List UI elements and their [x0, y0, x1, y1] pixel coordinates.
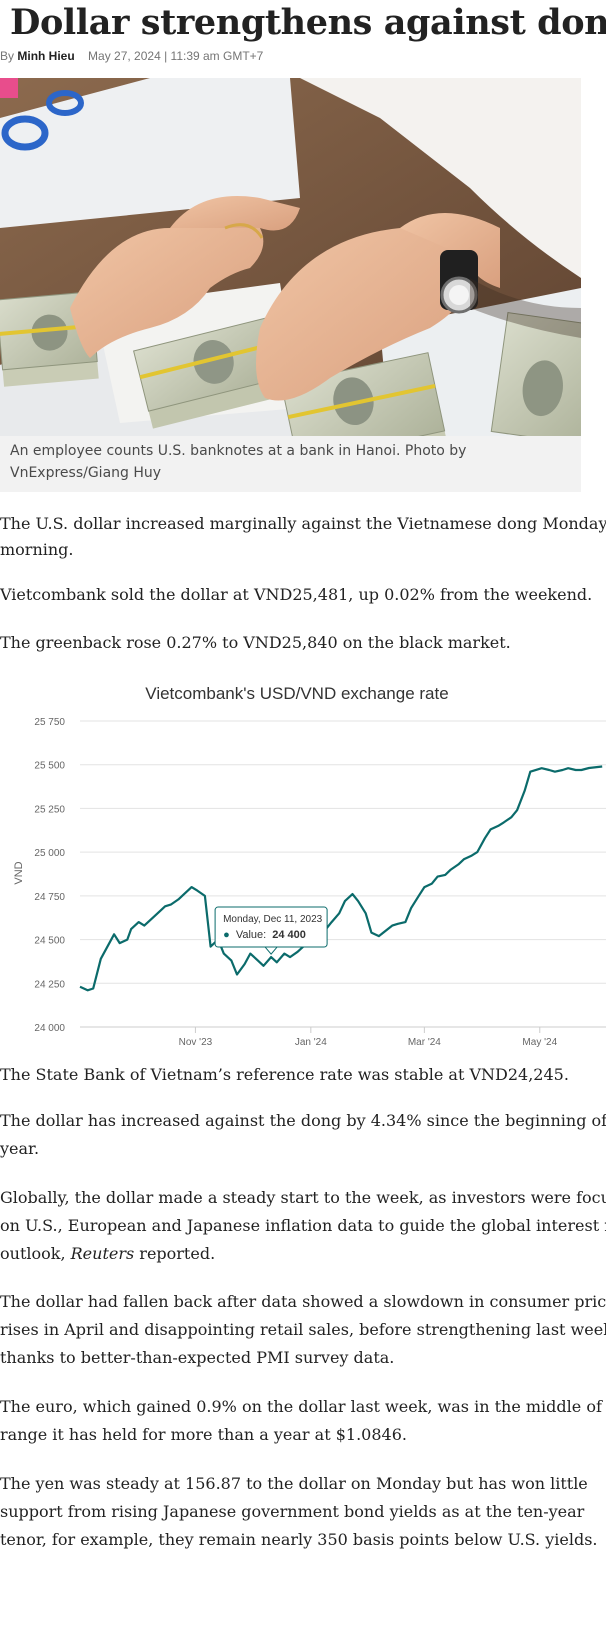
paragraph-6-line-3: outlook, Reuters reported. [0, 1240, 606, 1268]
paragraph-9-line-3: tenor, for example, they remain nearly 3… [0, 1530, 598, 1549]
x-tick-label: Nov '23 [179, 1037, 213, 1048]
tooltip-date: Monday, Dec 11, 2023 [223, 914, 323, 925]
paragraph-5-line-1: The dollar has increased against the don… [0, 1111, 606, 1130]
tooltip-value-prefix: Value: [236, 929, 266, 941]
byline-prefix: By [0, 49, 15, 63]
paragraph-6-line-1: Globally, the dollar made a steady start… [0, 1188, 606, 1207]
paragraph-7-line-2: rises in April and disappointing retail … [0, 1320, 606, 1339]
y-tick-label: 24 000 [34, 1023, 65, 1034]
article-photo [0, 78, 581, 436]
banknotes-photo-illustration [0, 78, 581, 436]
reuters-source: Reuters [70, 1244, 135, 1263]
paragraph-8-line-1: The euro, which gained 0.9% on the dolla… [0, 1397, 606, 1416]
paragraph-2: Vietcombank sold the dollar at VND25,481… [0, 585, 593, 604]
y-tick-label: 25 500 [34, 761, 65, 772]
paragraph-9-line-1: The yen was steady at 156.87 to the doll… [0, 1474, 588, 1493]
tooltip-bullet-icon: ● [223, 929, 230, 941]
y-tick-label: 24 750 [34, 892, 65, 903]
tooltip-value-line: ● Value: 24 400 [223, 929, 306, 941]
paragraph-9-line-2: support from rising Japanese government … [0, 1502, 585, 1521]
paragraph-8-line-2: range it has held for more than a year a… [0, 1425, 407, 1444]
paragraph-6-text-a: outlook, [0, 1244, 71, 1263]
publish-date: May 27, 2024 | 11:39 am GMT+7 [88, 49, 264, 63]
chart-y-axis-label: VND [13, 861, 25, 884]
x-tick-label: May '24 [522, 1037, 557, 1048]
paragraph-7-line-3: thanks to better-than-expected PMI surve… [0, 1348, 395, 1367]
byline: By Minh Hieu May 27, 2024 | 11:39 am GMT… [0, 49, 263, 63]
y-tick-label: 25 250 [34, 804, 65, 815]
y-tick-label: 24 500 [34, 936, 65, 947]
x-tick-label: Mar '24 [408, 1037, 441, 1048]
exchange-rate-chart: Vietcombank's USD/VND exchange rate VND … [13, 684, 606, 1048]
paragraph-6-text-b: reported. [134, 1244, 216, 1263]
paragraph-4: The State Bank of Vietnam’s reference ra… [0, 1065, 569, 1084]
photo-caption: An employee counts U.S. banknotes at a b… [0, 436, 581, 492]
chart-tooltip: Monday, Dec 11, 2023 ● Value: 24 400 [214, 906, 328, 955]
photo-caption-line-1: An employee counts U.S. banknotes at a b… [10, 443, 467, 459]
author-link[interactable]: Minh Hieu [17, 49, 75, 63]
tooltip-pointer [264, 946, 279, 955]
series-line [79, 765, 603, 992]
article-title: Dollar strengthens against dong [10, 2, 606, 43]
paragraph-7-line-1: The dollar had fallen back after data sh… [0, 1292, 606, 1311]
paragraph-3: The greenback rose 0.27% to VND25,840 on… [0, 633, 511, 652]
paragraph-1-line-1: The U.S. dollar increased marginally aga… [0, 514, 606, 533]
x-tick-label: Jan '24 [295, 1037, 327, 1048]
tooltip-value: 24 400 [272, 929, 306, 941]
chart-y-ticks: 24 000 24 250 24 500 24 750 25 000 25 250 25 5… [34, 717, 65, 1034]
chart-x-ticks: Nov '23 Jan '24 Mar '24 May '24 [179, 1027, 558, 1048]
chart-title: Vietcombank's USD/VND exchange rate [145, 684, 448, 703]
photo-caption-line-2: VnExpress/Giang Huy [10, 465, 162, 481]
paragraph-1-line-2: morning. [0, 540, 74, 559]
paragraph-6-line-2: on U.S., European and Japanese inflation… [0, 1216, 606, 1235]
y-tick-label: 25 000 [34, 848, 65, 859]
chart-series-layer [79, 765, 603, 992]
chart-grid [80, 720, 606, 1028]
y-tick-label: 25 750 [34, 717, 65, 728]
y-tick-label: 24 250 [34, 979, 65, 990]
paragraph-5-line-2: year. [0, 1139, 40, 1158]
